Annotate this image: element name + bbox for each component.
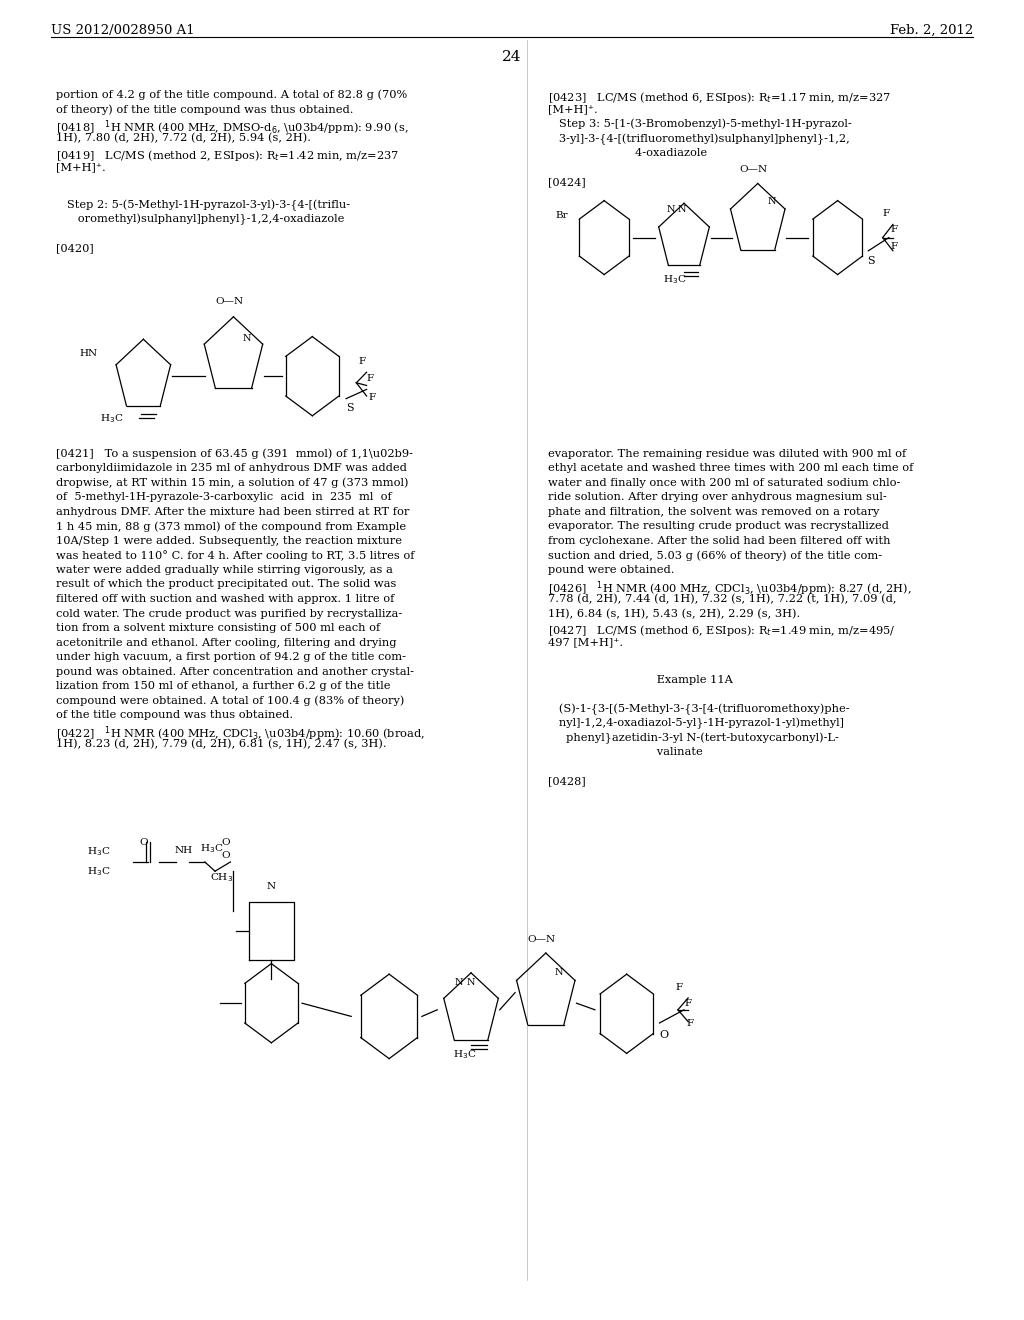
Text: 1H), 8.23 (d, 2H), 7.79 (d, 2H), 6.81 (s, 1H), 2.47 (s, 3H).: 1H), 8.23 (d, 2H), 7.79 (d, 2H), 6.81 (s…	[56, 739, 387, 750]
Text: evaporator. The remaining residue was diluted with 900 ml of: evaporator. The remaining residue was di…	[548, 449, 906, 459]
Text: H$_3$C: H$_3$C	[87, 845, 111, 858]
Text: [M+H]⁺.: [M+H]⁺.	[56, 162, 106, 173]
Text: [M+H]⁺.: [M+H]⁺.	[548, 104, 598, 115]
Text: pound was obtained. After concentration and another crystal-: pound was obtained. After concentration …	[56, 667, 415, 677]
Text: H$_3$C: H$_3$C	[663, 273, 686, 286]
Text: F: F	[686, 1019, 693, 1027]
Text: carbonyldiimidazole in 235 ml of anhydrous DMF was added: carbonyldiimidazole in 235 ml of anhydro…	[56, 463, 408, 474]
Text: H$_3$C: H$_3$C	[87, 865, 111, 878]
Text: [0426]   $^1$H NMR (400 MHz, CDCl$_3$, \u03b4/ppm): 8.27 (d, 2H),: [0426] $^1$H NMR (400 MHz, CDCl$_3$, \u0…	[548, 579, 911, 598]
Text: 3-yl]-3-{4-[(trifluoromethyl)sulphanyl]phenyl}-1,2,: 3-yl]-3-{4-[(trifluoromethyl)sulphanyl]p…	[548, 133, 850, 145]
Text: of theory) of the title compound was thus obtained.: of theory) of the title compound was thu…	[56, 104, 354, 115]
Text: valinate: valinate	[548, 747, 702, 758]
Text: from cyclohexane. After the solid had been filtered off with: from cyclohexane. After the solid had be…	[548, 536, 890, 546]
Text: [0420]: [0420]	[56, 243, 94, 253]
Text: [0418]   $^1$H NMR (400 MHz, DMSO-d$_6$, \u03b4/ppm): 9.90 (s,: [0418] $^1$H NMR (400 MHz, DMSO-d$_6$, \…	[56, 119, 409, 137]
Text: 1 h 45 min, 88 g (373 mmol) of the compound from Example: 1 h 45 min, 88 g (373 mmol) of the compo…	[56, 521, 407, 532]
Text: phenyl}azetidin-3-yl N-(tert-butoxycarbonyl)-L-: phenyl}azetidin-3-yl N-(tert-butoxycarbo…	[548, 733, 839, 744]
Text: H$_3$C: H$_3$C	[200, 842, 223, 855]
Text: F: F	[891, 226, 898, 234]
Text: water were added gradually while stirring vigorously, as a: water were added gradually while stirrin…	[56, 565, 393, 576]
Text: 7.78 (d, 2H), 7.44 (d, 1H), 7.32 (s, 1H), 7.22 (t, 1H), 7.09 (d,: 7.78 (d, 2H), 7.44 (d, 1H), 7.32 (s, 1H)…	[548, 594, 896, 605]
Text: Step 3: 5-[1-(3-Bromobenzyl)-5-methyl-1H-pyrazol-: Step 3: 5-[1-(3-Bromobenzyl)-5-methyl-1H…	[548, 119, 852, 129]
Text: O: O	[659, 1030, 669, 1040]
Text: anhydrous DMF. After the mixture had been stirred at RT for: anhydrous DMF. After the mixture had bee…	[56, 507, 410, 517]
Text: F: F	[369, 393, 376, 401]
Text: [0424]: [0424]	[548, 177, 586, 187]
Text: O: O	[222, 851, 230, 859]
Text: O: O	[221, 838, 229, 847]
Text: F: F	[676, 983, 683, 991]
Text: (S)-1-{3-[(5-Methyl-3-{3-[4-(trifluoromethoxy)phe-: (S)-1-{3-[(5-Methyl-3-{3-[4-(trifluorome…	[548, 704, 850, 715]
Text: F: F	[891, 243, 898, 251]
Text: result of which the product precipitated out. The solid was: result of which the product precipitated…	[56, 579, 396, 590]
Text: was heated to 110° C. for 4 h. After cooling to RT, 3.5 litres of: was heated to 110° C. for 4 h. After coo…	[56, 550, 415, 561]
Text: nyl]-1,2,4-oxadiazol-5-yl}-1H-pyrazol-1-yl)methyl]: nyl]-1,2,4-oxadiazol-5-yl}-1H-pyrazol-1-…	[548, 718, 844, 730]
Text: evaporator. The resulting crude product was recrystallized: evaporator. The resulting crude product …	[548, 521, 889, 532]
Text: O—N: O—N	[739, 165, 767, 174]
Text: O—N: O—N	[215, 297, 243, 306]
Text: H$_3$C: H$_3$C	[453, 1048, 476, 1061]
Text: N: N	[455, 978, 463, 987]
Text: 10A/Step 1 were added. Subsequently, the reaction mixture: 10A/Step 1 were added. Subsequently, the…	[56, 536, 402, 546]
Text: Feb. 2, 2012: Feb. 2, 2012	[890, 24, 973, 37]
Text: N: N	[467, 978, 475, 987]
Text: 1H), 6.84 (s, 1H), 5.43 (s, 2H), 2.29 (s, 3H).: 1H), 6.84 (s, 1H), 5.43 (s, 2H), 2.29 (s…	[548, 609, 800, 619]
Text: HN: HN	[80, 350, 98, 358]
Text: suction and dried, 5.03 g (66% of theory) of the title com-: suction and dried, 5.03 g (66% of theory…	[548, 550, 882, 561]
Text: of  5-methyl-1H-pyrazole-3-carboxylic  acid  in  235  ml  of: of 5-methyl-1H-pyrazole-3-carboxylic aci…	[56, 492, 392, 503]
Text: ride solution. After drying over anhydrous magnesium sul-: ride solution. After drying over anhydro…	[548, 492, 887, 503]
Text: Step 2: 5-(5-Methyl-1H-pyrazol-3-yl)-3-{4-[(triflu-: Step 2: 5-(5-Methyl-1H-pyrazol-3-yl)-3-{…	[56, 199, 350, 211]
Text: F: F	[358, 358, 366, 366]
Text: [0423]   LC/MS (method 6, ESIpos): R$_t$=1.17 min, m/z=327: [0423] LC/MS (method 6, ESIpos): R$_t$=1…	[548, 90, 891, 104]
Text: compound were obtained. A total of 100.4 g (83% of theory): compound were obtained. A total of 100.4…	[56, 696, 404, 706]
Text: Example 11A: Example 11A	[548, 675, 733, 685]
Text: S: S	[867, 256, 874, 267]
Text: Br: Br	[556, 211, 568, 219]
Text: [0427]   LC/MS (method 6, ESIpos): R$_t$=1.49 min, m/z=495/: [0427] LC/MS (method 6, ESIpos): R$_t$=1…	[548, 623, 895, 638]
Text: 1H), 7.80 (d, 2H), 7.72 (d, 2H), 5.94 (s, 2H).: 1H), 7.80 (d, 2H), 7.72 (d, 2H), 5.94 (s…	[56, 133, 311, 144]
Text: lization from 150 ml of ethanol, a further 6.2 g of the title: lization from 150 ml of ethanol, a furth…	[56, 681, 391, 692]
Text: filtered off with suction and washed with approx. 1 litre of: filtered off with suction and washed wit…	[56, 594, 394, 605]
Text: N: N	[267, 882, 275, 891]
Text: portion of 4.2 g of the title compound. A total of 82.8 g (70%: portion of 4.2 g of the title compound. …	[56, 90, 408, 100]
Text: N: N	[243, 334, 251, 343]
Text: acetonitrile and ethanol. After cooling, filtering and drying: acetonitrile and ethanol. After cooling,…	[56, 638, 397, 648]
Text: NH: NH	[174, 846, 193, 855]
Text: [0428]: [0428]	[548, 776, 586, 787]
Text: N: N	[768, 197, 776, 206]
Text: [0422]   $^1$H NMR (400 MHz, CDCl$_3$, \u03b4/ppm): 10.60 (broad,: [0422] $^1$H NMR (400 MHz, CDCl$_3$, \u0…	[56, 725, 425, 743]
Text: of the title compound was thus obtained.: of the title compound was thus obtained.	[56, 710, 294, 721]
Text: F: F	[684, 999, 691, 1007]
Text: O: O	[139, 838, 147, 847]
Text: cold water. The crude product was purified by recrystalliza-: cold water. The crude product was purifi…	[56, 609, 402, 619]
Text: ethyl acetate and washed three times with 200 ml each time of: ethyl acetate and washed three times wit…	[548, 463, 913, 474]
Text: F: F	[367, 375, 374, 383]
Text: H$_3$C: H$_3$C	[100, 412, 124, 425]
Text: phate and filtration, the solvent was removed on a rotary: phate and filtration, the solvent was re…	[548, 507, 880, 517]
Text: 24: 24	[502, 50, 522, 65]
Text: tion from a solvent mixture consisting of 500 ml each of: tion from a solvent mixture consisting o…	[56, 623, 381, 634]
Text: oromethyl)sulphanyl]phenyl}-1,2,4-oxadiazole: oromethyl)sulphanyl]phenyl}-1,2,4-oxadia…	[56, 214, 345, 226]
Text: [0419]   LC/MS (method 2, ESIpos): R$_t$=1.42 min, m/z=237: [0419] LC/MS (method 2, ESIpos): R$_t$=1…	[56, 148, 399, 162]
Text: N: N	[667, 205, 675, 214]
Text: CH$_3$: CH$_3$	[210, 871, 233, 884]
Text: [0421]   To a suspension of 63.45 g (391  mmol) of 1,1\u02b9-: [0421] To a suspension of 63.45 g (391 m…	[56, 449, 414, 459]
Text: N: N	[678, 205, 686, 214]
Text: F: F	[883, 210, 890, 218]
Text: N: N	[555, 968, 563, 977]
Text: 497 [M+H]⁺.: 497 [M+H]⁺.	[548, 638, 623, 648]
Text: O—N: O—N	[527, 935, 555, 944]
Text: under high vacuum, a first portion of 94.2 g of the title com-: under high vacuum, a first portion of 94…	[56, 652, 407, 663]
Text: S: S	[346, 403, 353, 413]
Text: pound were obtained.: pound were obtained.	[548, 565, 675, 576]
Text: water and finally once with 200 ml of saturated sodium chlo-: water and finally once with 200 ml of sa…	[548, 478, 900, 488]
Text: dropwise, at RT within 15 min, a solution of 47 g (373 mmol): dropwise, at RT within 15 min, a solutio…	[56, 478, 409, 488]
Text: US 2012/0028950 A1: US 2012/0028950 A1	[51, 24, 195, 37]
Text: 4-oxadiazole: 4-oxadiazole	[548, 148, 707, 158]
